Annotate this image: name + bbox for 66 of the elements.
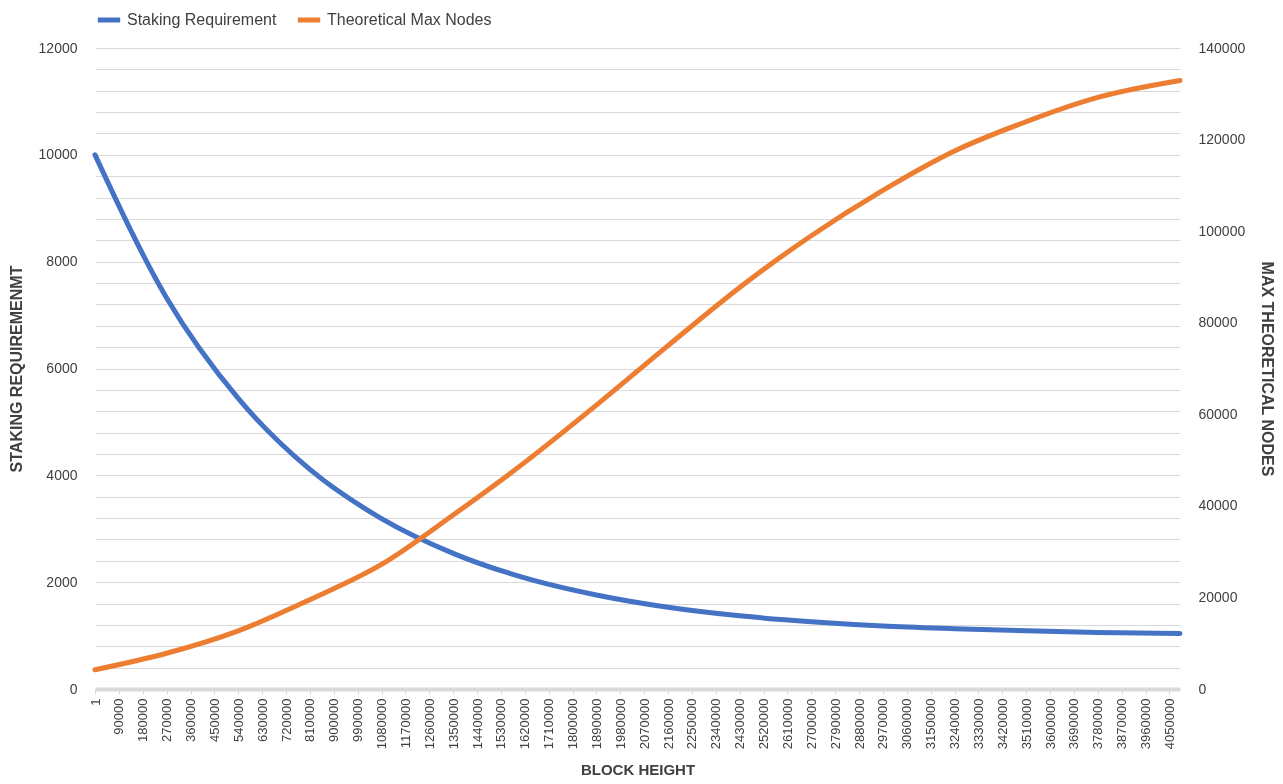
y2-tick-label: 40000 [1198, 497, 1238, 514]
x-tick-label: 1710000 [541, 698, 557, 750]
x-tick-label: 3150000 [923, 698, 939, 750]
y2-tick-label: 120000 [1198, 131, 1246, 148]
x-tick-label: 720000 [278, 698, 294, 742]
x-tick-label: 1 [87, 698, 103, 706]
x-tick-label: 1260000 [421, 698, 437, 750]
x-tick-label: 1800000 [565, 698, 581, 750]
x-tick-label: 2160000 [660, 698, 676, 750]
x-tick-label: 1440000 [469, 698, 485, 750]
x-tick-label: 900000 [326, 698, 342, 742]
x-tick-label: 3600000 [1042, 698, 1058, 750]
y-tick-label: 10000 [38, 146, 78, 163]
y2-tick-label: 60000 [1198, 405, 1238, 422]
x-tick-label: 2700000 [803, 698, 819, 750]
x-tick-label: 3690000 [1066, 698, 1082, 750]
legend-label: Staking Requirement [127, 11, 277, 28]
x-tick-label: 2520000 [756, 698, 772, 750]
x-tick-label: 1620000 [517, 698, 533, 750]
x-tick-label: 990000 [350, 698, 366, 742]
x-tick-label: 3330000 [970, 698, 986, 750]
x-tick-label: 450000 [206, 698, 222, 742]
y2-tick-label: 0 [1198, 680, 1207, 697]
x-tick-label: 180000 [135, 698, 151, 742]
x-tick-label: 1080000 [374, 698, 389, 750]
y-tick-label: 0 [69, 680, 78, 697]
y2-tick-label: 100000 [1198, 222, 1246, 239]
x-tick-label: 1350000 [445, 698, 461, 750]
x-tick-label: 3780000 [1090, 698, 1106, 750]
y-tick-label: 12000 [38, 39, 78, 56]
y2-tick-label: 80000 [1198, 314, 1238, 331]
y2-tick-label: 20000 [1198, 588, 1238, 605]
x-tick-label: 1530000 [493, 698, 509, 750]
x-tick-label: 3240000 [947, 698, 963, 750]
x-tick-label: 270000 [159, 698, 175, 742]
x-tick-label: 2430000 [732, 698, 748, 750]
x-axis-title: BLOCK HEIGHT [580, 761, 696, 779]
y2-axis-title: MAX THEORETICAL NODES [1259, 261, 1277, 477]
x-tick-label: 2070000 [636, 698, 652, 750]
x-tick-label: 2790000 [827, 698, 843, 750]
x-tick-label: 2970000 [875, 698, 891, 750]
x-tick-label: 2340000 [708, 698, 724, 750]
legend-label: Theoretical Max Nodes [327, 11, 492, 28]
x-tick-label: 810000 [302, 698, 318, 742]
x-tick-label: 3870000 [1114, 698, 1130, 750]
y-tick-label: 4000 [46, 466, 78, 483]
x-tick-label: 360000 [183, 698, 198, 742]
x-tick-label: 3060000 [899, 698, 915, 750]
y-tick-label: 2000 [46, 573, 78, 590]
x-tick-label: 90000 [111, 698, 127, 735]
x-tick-label: 4050000 [1161, 698, 1177, 750]
x-tick-label: 1980000 [612, 698, 628, 750]
y-axis-title: STAKING REQUIREMENMT [7, 265, 25, 473]
x-tick-label: 1170000 [397, 698, 413, 749]
x-tick-label: 630000 [254, 698, 270, 742]
y2-tick-label: 140000 [1198, 39, 1246, 56]
x-tick-label: 540000 [230, 698, 246, 742]
x-tick-label: 1890000 [588, 698, 604, 750]
x-tick-label: 3420000 [994, 698, 1010, 750]
y-tick-label: 8000 [46, 253, 78, 270]
x-tick-label: 2610000 [779, 698, 795, 750]
y-tick-label: 6000 [46, 360, 78, 376]
x-tick-label: 3960000 [1138, 698, 1154, 750]
x-tick-label: 2880000 [851, 698, 867, 750]
x-tick-label: 3510000 [1018, 698, 1034, 750]
x-tick-label: 2250000 [684, 698, 700, 750]
